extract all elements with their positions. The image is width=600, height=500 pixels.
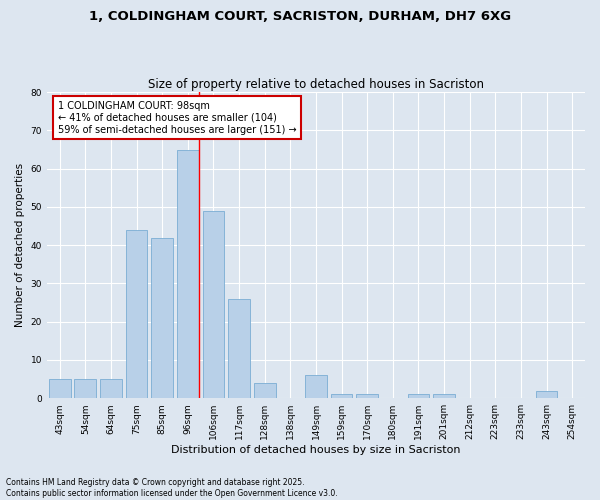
Bar [126, 230, 148, 398]
Bar [305, 376, 327, 398]
Bar [407, 394, 430, 398]
Bar [151, 238, 173, 398]
Bar [536, 390, 557, 398]
Bar [177, 150, 199, 398]
Bar [74, 379, 96, 398]
Bar [331, 394, 352, 398]
Bar [433, 394, 455, 398]
Bar [356, 394, 378, 398]
Bar [49, 379, 71, 398]
Bar [203, 211, 224, 398]
Bar [228, 298, 250, 398]
Bar [100, 379, 122, 398]
Text: Contains HM Land Registry data © Crown copyright and database right 2025.
Contai: Contains HM Land Registry data © Crown c… [6, 478, 338, 498]
X-axis label: Distribution of detached houses by size in Sacriston: Distribution of detached houses by size … [171, 445, 461, 455]
Text: 1 COLDINGHAM COURT: 98sqm
← 41% of detached houses are smaller (104)
59% of semi: 1 COLDINGHAM COURT: 98sqm ← 41% of detac… [58, 102, 296, 134]
Y-axis label: Number of detached properties: Number of detached properties [15, 163, 25, 327]
Bar [254, 383, 275, 398]
Text: 1, COLDINGHAM COURT, SACRISTON, DURHAM, DH7 6XG: 1, COLDINGHAM COURT, SACRISTON, DURHAM, … [89, 10, 511, 23]
Title: Size of property relative to detached houses in Sacriston: Size of property relative to detached ho… [148, 78, 484, 91]
